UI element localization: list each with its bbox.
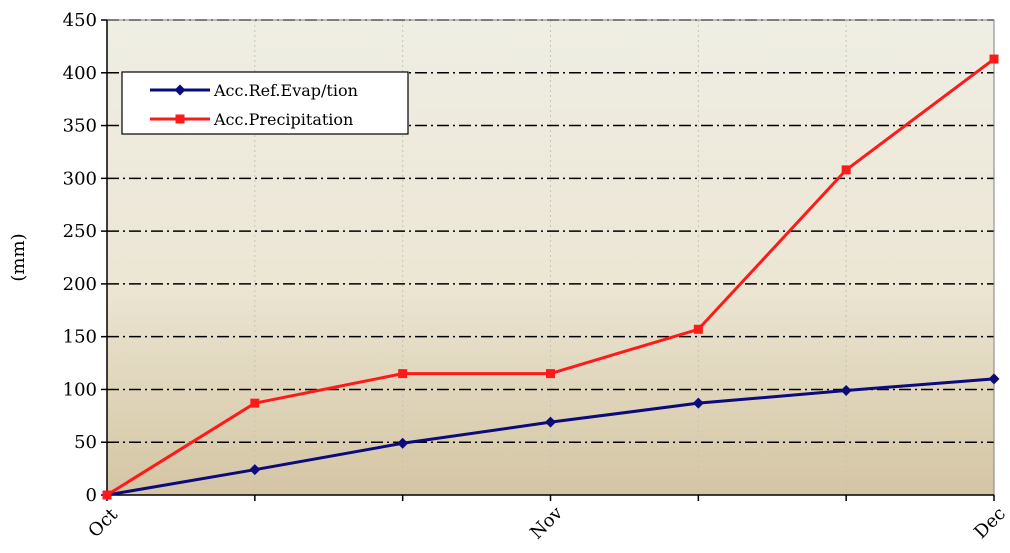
data-point: [693, 324, 703, 334]
legend-box: [121, 71, 409, 135]
data-point: [398, 369, 408, 379]
y-tick-label: 100: [63, 379, 97, 400]
y-tick-label: 400: [63, 63, 97, 84]
y-tick-label: 200: [63, 274, 97, 295]
legend-swatch-marker: [175, 114, 185, 124]
y-tick-label: 450: [63, 10, 97, 31]
x-tick-label: Oct: [84, 504, 122, 542]
x-tick-label: Dec: [970, 503, 1010, 543]
axes: [101, 19, 995, 501]
x-tick-label: Nov: [526, 502, 567, 543]
legend-label: Acc.Ref.Evap/tion: [213, 81, 358, 100]
legend: Acc.Ref.Evap/tion Acc.Precipitation: [121, 71, 409, 135]
y-tick-label: 50: [74, 432, 97, 453]
y-axis-tick-labels: 0 50 100 150 200 250 300 350 400 450: [63, 10, 97, 506]
data-point: [989, 54, 999, 64]
data-point: [841, 165, 851, 175]
y-tick-label: 150: [63, 327, 97, 348]
data-point: [249, 464, 261, 476]
legend-item: Acc.Ref.Evap/tion: [150, 81, 358, 100]
y-tick-label: 300: [63, 168, 97, 189]
y-tick-label: 0: [86, 485, 97, 506]
data-point: [988, 373, 1000, 385]
data-point: [250, 398, 260, 408]
legend-label: Acc.Precipitation: [213, 110, 353, 129]
y-tick-label: 250: [63, 221, 97, 242]
data-point: [397, 437, 409, 449]
series-2: [102, 54, 999, 500]
y-tick-label: 350: [63, 116, 97, 137]
data-point: [840, 385, 852, 396]
series-layer: [101, 54, 1000, 501]
legend-item: Acc.Precipitation: [150, 110, 353, 129]
x-axis-tick-labels: Oct Nov Dec: [84, 502, 1010, 543]
legend-swatch-marker: [174, 84, 186, 96]
data-point: [102, 490, 112, 500]
data-point: [692, 397, 704, 409]
data-point: [545, 416, 556, 428]
y-axis-title: (mm): [8, 233, 29, 281]
data-point: [546, 369, 555, 379]
